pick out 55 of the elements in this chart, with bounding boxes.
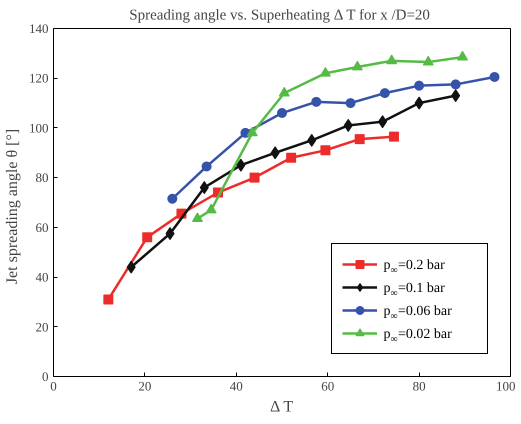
legend-label: p∞=0.2 bar [384,258,446,276]
point [378,115,388,128]
y-tick-label: 40 [36,270,48,285]
y-tick-label: 60 [36,220,48,235]
x-tick-label: 40 [230,378,243,394]
x-axis-title: Δ T [270,398,294,416]
y-axis-title: Jet spreading angle θ [°] [4,128,21,284]
point [346,98,356,108]
y-tick-label: 100 [29,120,48,136]
point [206,204,217,214]
point [277,108,287,118]
point [236,158,246,172]
point [167,194,178,204]
point [344,118,353,132]
point [286,152,296,163]
x-tick-label: 60 [321,378,334,394]
point [450,79,461,90]
point [451,89,460,102]
point [414,96,424,110]
point [311,96,322,107]
point [192,212,203,222]
point [307,134,316,147]
legend-label: p∞=0.1 bar [384,281,446,299]
point [202,161,212,172]
legend-label: p∞=0.06 bar [384,304,452,322]
point [457,50,468,60]
point [388,132,399,142]
y-tick-label: 140 [29,21,48,36]
point [380,88,390,98]
point [103,294,114,304]
point [352,60,363,70]
x-tick-label: 80 [412,378,426,394]
y-tick-label: 20 [36,319,48,334]
point [126,260,136,274]
point [270,146,280,160]
point [354,134,365,144]
point [422,56,434,66]
point [142,232,152,242]
point [490,72,500,82]
chart-title: Spreading angle vs. Superheating Δ T for x /D=20 [129,8,430,24]
point [278,86,290,97]
point [386,54,398,64]
point [414,80,424,91]
point [166,227,175,240]
y-tick-label: 120 [29,70,48,86]
point [320,66,331,77]
point [200,181,209,194]
y-tick-label: 0 [42,369,48,384]
point [246,126,258,136]
x-tick-label: 20 [138,378,152,394]
point [320,145,330,156]
legend-label: p∞=0.02 bar [384,327,452,345]
point [250,172,260,183]
y-tick-label: 80 [36,170,48,186]
x-tick-label: 100 [496,378,516,394]
